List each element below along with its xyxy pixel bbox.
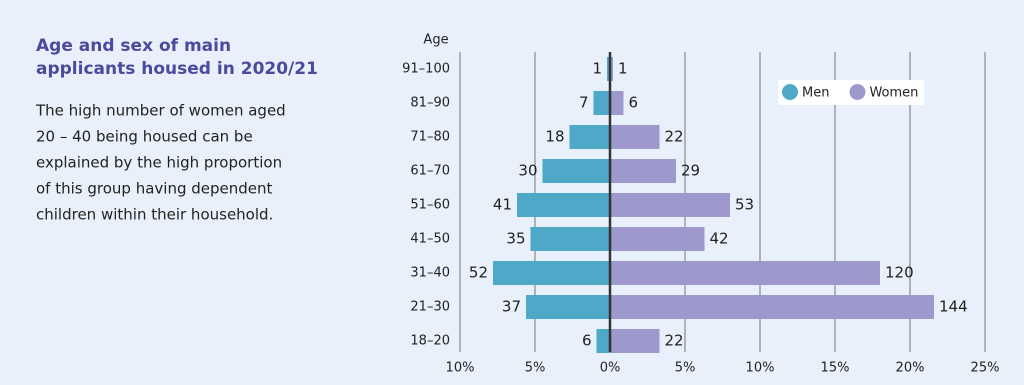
y-tick-label: 18–20 (410, 334, 450, 349)
y-tick-label: 41–50 (410, 232, 450, 247)
y-tick-label: 91–100 (402, 62, 450, 77)
y-tick-label: 51–60 (410, 198, 450, 213)
bar (593, 91, 610, 115)
legend-swatch (849, 84, 866, 100)
bar (610, 227, 705, 251)
bar (610, 57, 613, 81)
bar (607, 57, 610, 81)
legend-label: Men (802, 86, 829, 101)
x-tick-label: 10% (746, 361, 775, 376)
count-label: 30 (518, 162, 537, 180)
count-label: 6 (582, 332, 592, 350)
count-label: 7 (579, 94, 589, 112)
bar (610, 295, 934, 319)
count-label: 35 (506, 230, 525, 248)
x-tick-label: 25% (971, 361, 1000, 376)
count-label: 41 (493, 196, 512, 214)
legend-swatch (782, 84, 798, 100)
description: The high number of women aged (35, 102, 286, 120)
count-label: 22 (665, 128, 684, 146)
count-label: 144 (939, 298, 968, 316)
bar (610, 125, 660, 149)
count-label: 1 (618, 60, 628, 78)
description: 20 – 40 being housed can be (36, 128, 253, 146)
bar (610, 329, 660, 353)
description: explained by the high proportion (36, 154, 282, 172)
y-tick-label: 31–40 (410, 266, 450, 281)
x-tick-label: 5% (525, 361, 546, 376)
legend: Men Women (778, 80, 924, 105)
bar (596, 329, 610, 353)
chart-title: Age and sex of main (36, 36, 231, 56)
x-tick-label: 5% (675, 361, 696, 376)
count-label: 42 (710, 230, 729, 248)
count-label: 18 (545, 128, 564, 146)
count-label: 29 (681, 162, 700, 180)
bar (610, 261, 880, 285)
x-tick-label: 10% (446, 361, 475, 376)
count-label: 52 (469, 264, 488, 282)
count-label: 1 (592, 60, 602, 78)
bar (542, 159, 610, 183)
description: children within their household. (36, 206, 273, 224)
bar (517, 193, 610, 217)
bar (610, 193, 730, 217)
x-tick-label: 20% (896, 361, 925, 376)
x-tick-label: 0% (600, 361, 621, 376)
count-label: 37 (502, 298, 521, 316)
y-axis-label: Age (423, 33, 448, 48)
count-label: 6 (629, 94, 639, 112)
legend-label: Women (869, 86, 918, 101)
bar (530, 227, 610, 251)
chart-title: applicants housed in 2020/21 (36, 59, 318, 79)
description: of this group having dependent (36, 180, 273, 198)
y-tick-label: 61–70 (410, 164, 450, 179)
y-tick-label: 71–80 (410, 130, 450, 145)
bar (569, 125, 610, 149)
x-tick-label: 15% (821, 361, 850, 376)
y-tick-label: 81–90 (410, 96, 450, 111)
bar (493, 261, 610, 285)
bar (526, 295, 610, 319)
bar (610, 91, 624, 115)
y-tick-label: 21–30 (410, 300, 450, 315)
count-label: 22 (665, 332, 684, 350)
count-label: 120 (885, 264, 914, 282)
count-label: 53 (735, 196, 754, 214)
bar (610, 159, 676, 183)
